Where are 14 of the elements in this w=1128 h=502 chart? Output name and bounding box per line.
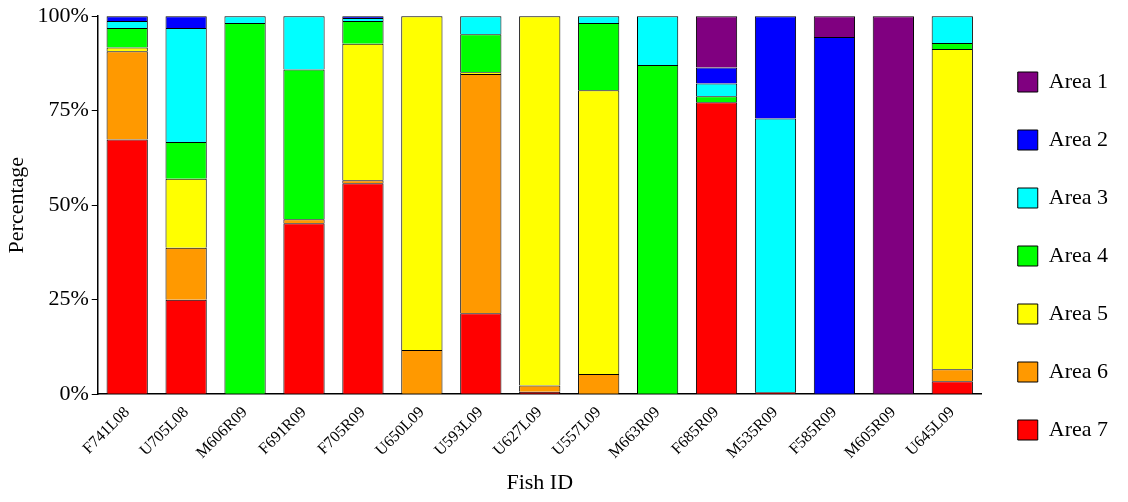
legend-label: Area 7: [1048, 415, 1109, 441]
legend-label: Area 2: [1048, 125, 1109, 151]
y-tick-label: 100%: [37, 1, 89, 27]
legend-label: Area 6: [1048, 357, 1109, 383]
legend-label: Area 5: [1048, 299, 1109, 325]
legend-label: Area 1: [1048, 67, 1109, 93]
y-tick-label: 75%: [48, 96, 89, 122]
y-axis-title: Percentage: [2, 156, 28, 254]
y-tick-label: 0%: [59, 379, 89, 405]
y-tick-label: 25%: [48, 285, 89, 311]
legend-label: Area 3: [1048, 183, 1109, 209]
x-axis-title: Fish ID: [506, 468, 574, 494]
y-tick-label: 50%: [48, 190, 89, 216]
legend-label: Area 4: [1048, 241, 1109, 267]
